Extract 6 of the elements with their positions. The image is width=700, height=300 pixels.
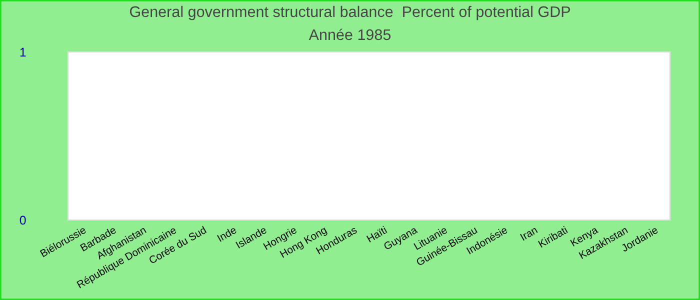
x-tick-label: Inde <box>216 226 237 242</box>
chart-subtitle: Année 1985 <box>308 28 391 40</box>
y-tick-label: 0 <box>20 216 26 225</box>
chart-title: General government structural balance Percent of potential GDP <box>130 6 570 20</box>
y-tick-label: 1 <box>20 48 26 57</box>
x-tick-label: Iran <box>520 226 538 241</box>
